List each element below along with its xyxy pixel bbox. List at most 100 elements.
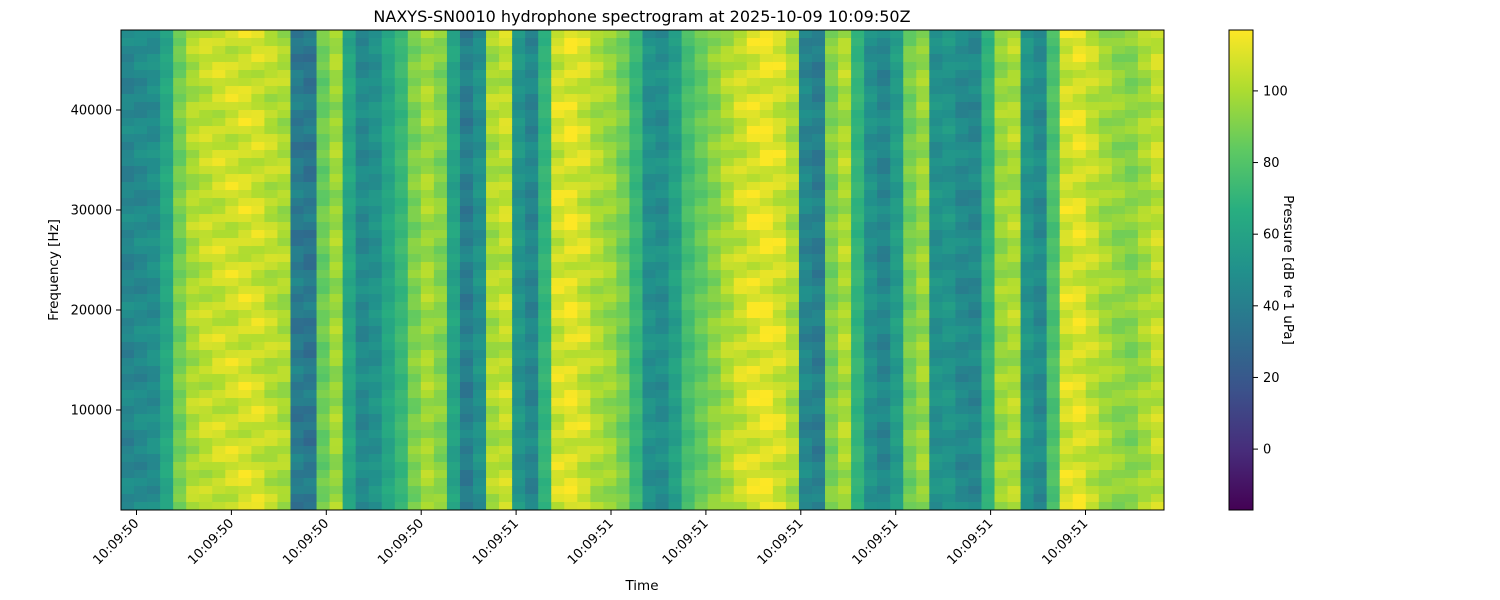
heatmap-cell bbox=[981, 214, 996, 223]
heatmap-cell bbox=[1124, 62, 1139, 71]
heatmap-cell bbox=[1124, 222, 1139, 231]
heatmap-cell bbox=[577, 462, 591, 471]
heatmap-cell bbox=[798, 238, 813, 247]
heatmap-cell bbox=[720, 486, 735, 495]
heatmap-cell bbox=[903, 414, 917, 423]
heatmap-cell bbox=[668, 486, 683, 495]
heatmap-cell bbox=[994, 494, 1009, 503]
heatmap-cell bbox=[368, 38, 383, 47]
heatmap-cell bbox=[629, 422, 644, 431]
heatmap-cell bbox=[903, 214, 917, 223]
heatmap-cell bbox=[368, 166, 383, 175]
heatmap-cell bbox=[629, 246, 644, 255]
heatmap-cell bbox=[316, 230, 331, 239]
heatmap-cell bbox=[329, 366, 344, 375]
heatmap-cell bbox=[238, 206, 252, 215]
heatmap-cell bbox=[499, 422, 513, 431]
heatmap-cell bbox=[811, 118, 826, 127]
heatmap-cell bbox=[446, 286, 461, 295]
heatmap-cell bbox=[798, 278, 813, 287]
heatmap-cell bbox=[955, 310, 970, 319]
heatmap-cell bbox=[1085, 446, 1100, 455]
heatmap-cell bbox=[525, 334, 539, 343]
heatmap-cell bbox=[955, 38, 970, 47]
heatmap-cell bbox=[1046, 158, 1061, 167]
heatmap-cell bbox=[173, 438, 187, 447]
heatmap-cell bbox=[825, 390, 839, 399]
heatmap-cell bbox=[981, 118, 996, 127]
heatmap-cell bbox=[577, 126, 591, 135]
heatmap-cell bbox=[811, 142, 826, 151]
heatmap-cell bbox=[929, 198, 943, 207]
heatmap-cell bbox=[199, 150, 213, 159]
heatmap-cell bbox=[864, 462, 878, 471]
heatmap-cell bbox=[1111, 222, 1126, 231]
heatmap-cell bbox=[251, 278, 266, 287]
heatmap-cell bbox=[394, 94, 409, 103]
heatmap-cell bbox=[851, 222, 865, 231]
heatmap-cell bbox=[707, 182, 722, 191]
heatmap-cell bbox=[473, 358, 487, 367]
heatmap-cell bbox=[1020, 350, 1035, 359]
heatmap-cell bbox=[694, 150, 709, 159]
heatmap-cell bbox=[746, 142, 761, 151]
heatmap-cell bbox=[877, 102, 891, 111]
heatmap-cell bbox=[512, 318, 526, 327]
heatmap-cell bbox=[290, 414, 305, 423]
heatmap-cell bbox=[733, 166, 748, 175]
heatmap-cell bbox=[525, 222, 539, 231]
heatmap-cell bbox=[1033, 494, 1048, 503]
heatmap-cell bbox=[290, 398, 305, 407]
heatmap-cell bbox=[499, 206, 513, 215]
heatmap-cell bbox=[251, 166, 266, 175]
heatmap-cell bbox=[577, 30, 591, 39]
heatmap-cell bbox=[160, 46, 174, 55]
heatmap-cell bbox=[968, 86, 983, 95]
heatmap-cell bbox=[1085, 150, 1100, 159]
heatmap-cell bbox=[642, 366, 657, 375]
heatmap-cell bbox=[838, 318, 852, 327]
heatmap-cell bbox=[1033, 438, 1048, 447]
heatmap-cell bbox=[264, 270, 279, 279]
heatmap-cell bbox=[121, 382, 135, 391]
heatmap-cell bbox=[303, 142, 318, 151]
heatmap-cell bbox=[499, 358, 513, 367]
heatmap-cell bbox=[681, 246, 696, 255]
x-tick-label: 10:09:51 bbox=[1039, 516, 1091, 568]
heatmap-cell bbox=[186, 102, 200, 111]
heatmap-cell bbox=[499, 110, 513, 119]
heatmap-cell bbox=[733, 102, 748, 111]
heatmap-cell bbox=[225, 414, 239, 423]
heatmap-cell bbox=[564, 230, 578, 239]
heatmap-cell bbox=[707, 62, 722, 71]
heatmap-cell bbox=[473, 230, 487, 239]
heatmap-cell bbox=[968, 278, 983, 287]
heatmap-cell bbox=[1033, 174, 1048, 183]
heatmap-cell bbox=[264, 262, 279, 271]
heatmap-cell bbox=[629, 182, 644, 191]
heatmap-cell bbox=[368, 334, 383, 343]
heatmap-cell bbox=[225, 382, 239, 391]
heatmap-cell bbox=[1085, 390, 1100, 399]
heatmap-cell bbox=[303, 214, 318, 223]
heatmap-cell bbox=[277, 382, 292, 391]
heatmap-cell bbox=[968, 358, 983, 367]
heatmap-cell bbox=[785, 406, 800, 415]
heatmap-cell bbox=[277, 398, 292, 407]
heatmap-cell bbox=[316, 366, 331, 375]
heatmap-cell bbox=[303, 454, 318, 463]
heatmap-cell bbox=[1059, 430, 1074, 439]
heatmap-cell bbox=[173, 278, 187, 287]
heatmap-cell bbox=[1150, 214, 1164, 223]
heatmap-cell bbox=[486, 366, 500, 375]
heatmap-cell bbox=[642, 382, 657, 391]
heatmap-cell bbox=[134, 286, 148, 295]
heatmap-cell bbox=[407, 350, 422, 359]
heatmap-cell bbox=[772, 222, 787, 231]
heatmap-cell bbox=[368, 62, 383, 71]
heatmap-cell bbox=[955, 238, 970, 247]
heatmap-cell bbox=[811, 246, 826, 255]
heatmap-cell bbox=[355, 246, 370, 255]
heatmap-cell bbox=[668, 478, 683, 487]
heatmap-cell bbox=[603, 422, 618, 431]
